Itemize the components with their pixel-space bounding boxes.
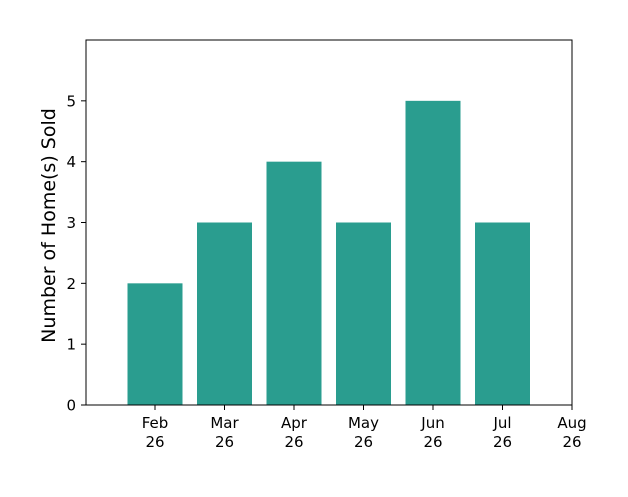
x-tick-label: Jul 26 <box>492 414 512 451</box>
x-tick-label: Feb 26 <box>142 414 169 451</box>
bar-mar-26 <box>197 222 252 405</box>
bar-may-26 <box>336 222 391 405</box>
y-tick-label: 4 <box>66 153 76 171</box>
y-tick-label: 1 <box>66 336 76 354</box>
bar-apr-26 <box>266 161 322 405</box>
x-axis-ticks: Feb 26 Mar 26 Apr 26 May 26 Jun 26 Jul 26 Aug 26 <box>142 405 587 451</box>
y-tick-label: 2 <box>66 275 76 293</box>
y-axis-label: Number of Home(s) Sold <box>38 108 60 343</box>
y-tick-label: 3 <box>66 214 76 232</box>
x-tick-label: Apr 26 <box>281 414 308 451</box>
bar-jul-26 <box>475 222 530 405</box>
y-axis-ticks: 0 1 2 3 4 5 <box>66 92 86 415</box>
bars-layer <box>127 100 530 405</box>
x-tick-label: Aug 26 <box>557 414 586 451</box>
x-tick-label: Jun 26 <box>420 414 444 451</box>
y-tick-label: 0 <box>66 397 76 415</box>
x-tick-label: May 26 <box>348 414 379 451</box>
bar-feb-26 <box>127 283 183 405</box>
x-tick-label: Mar 26 <box>210 414 239 451</box>
bar-jun-26 <box>405 100 461 405</box>
y-tick-label: 5 <box>66 92 76 110</box>
